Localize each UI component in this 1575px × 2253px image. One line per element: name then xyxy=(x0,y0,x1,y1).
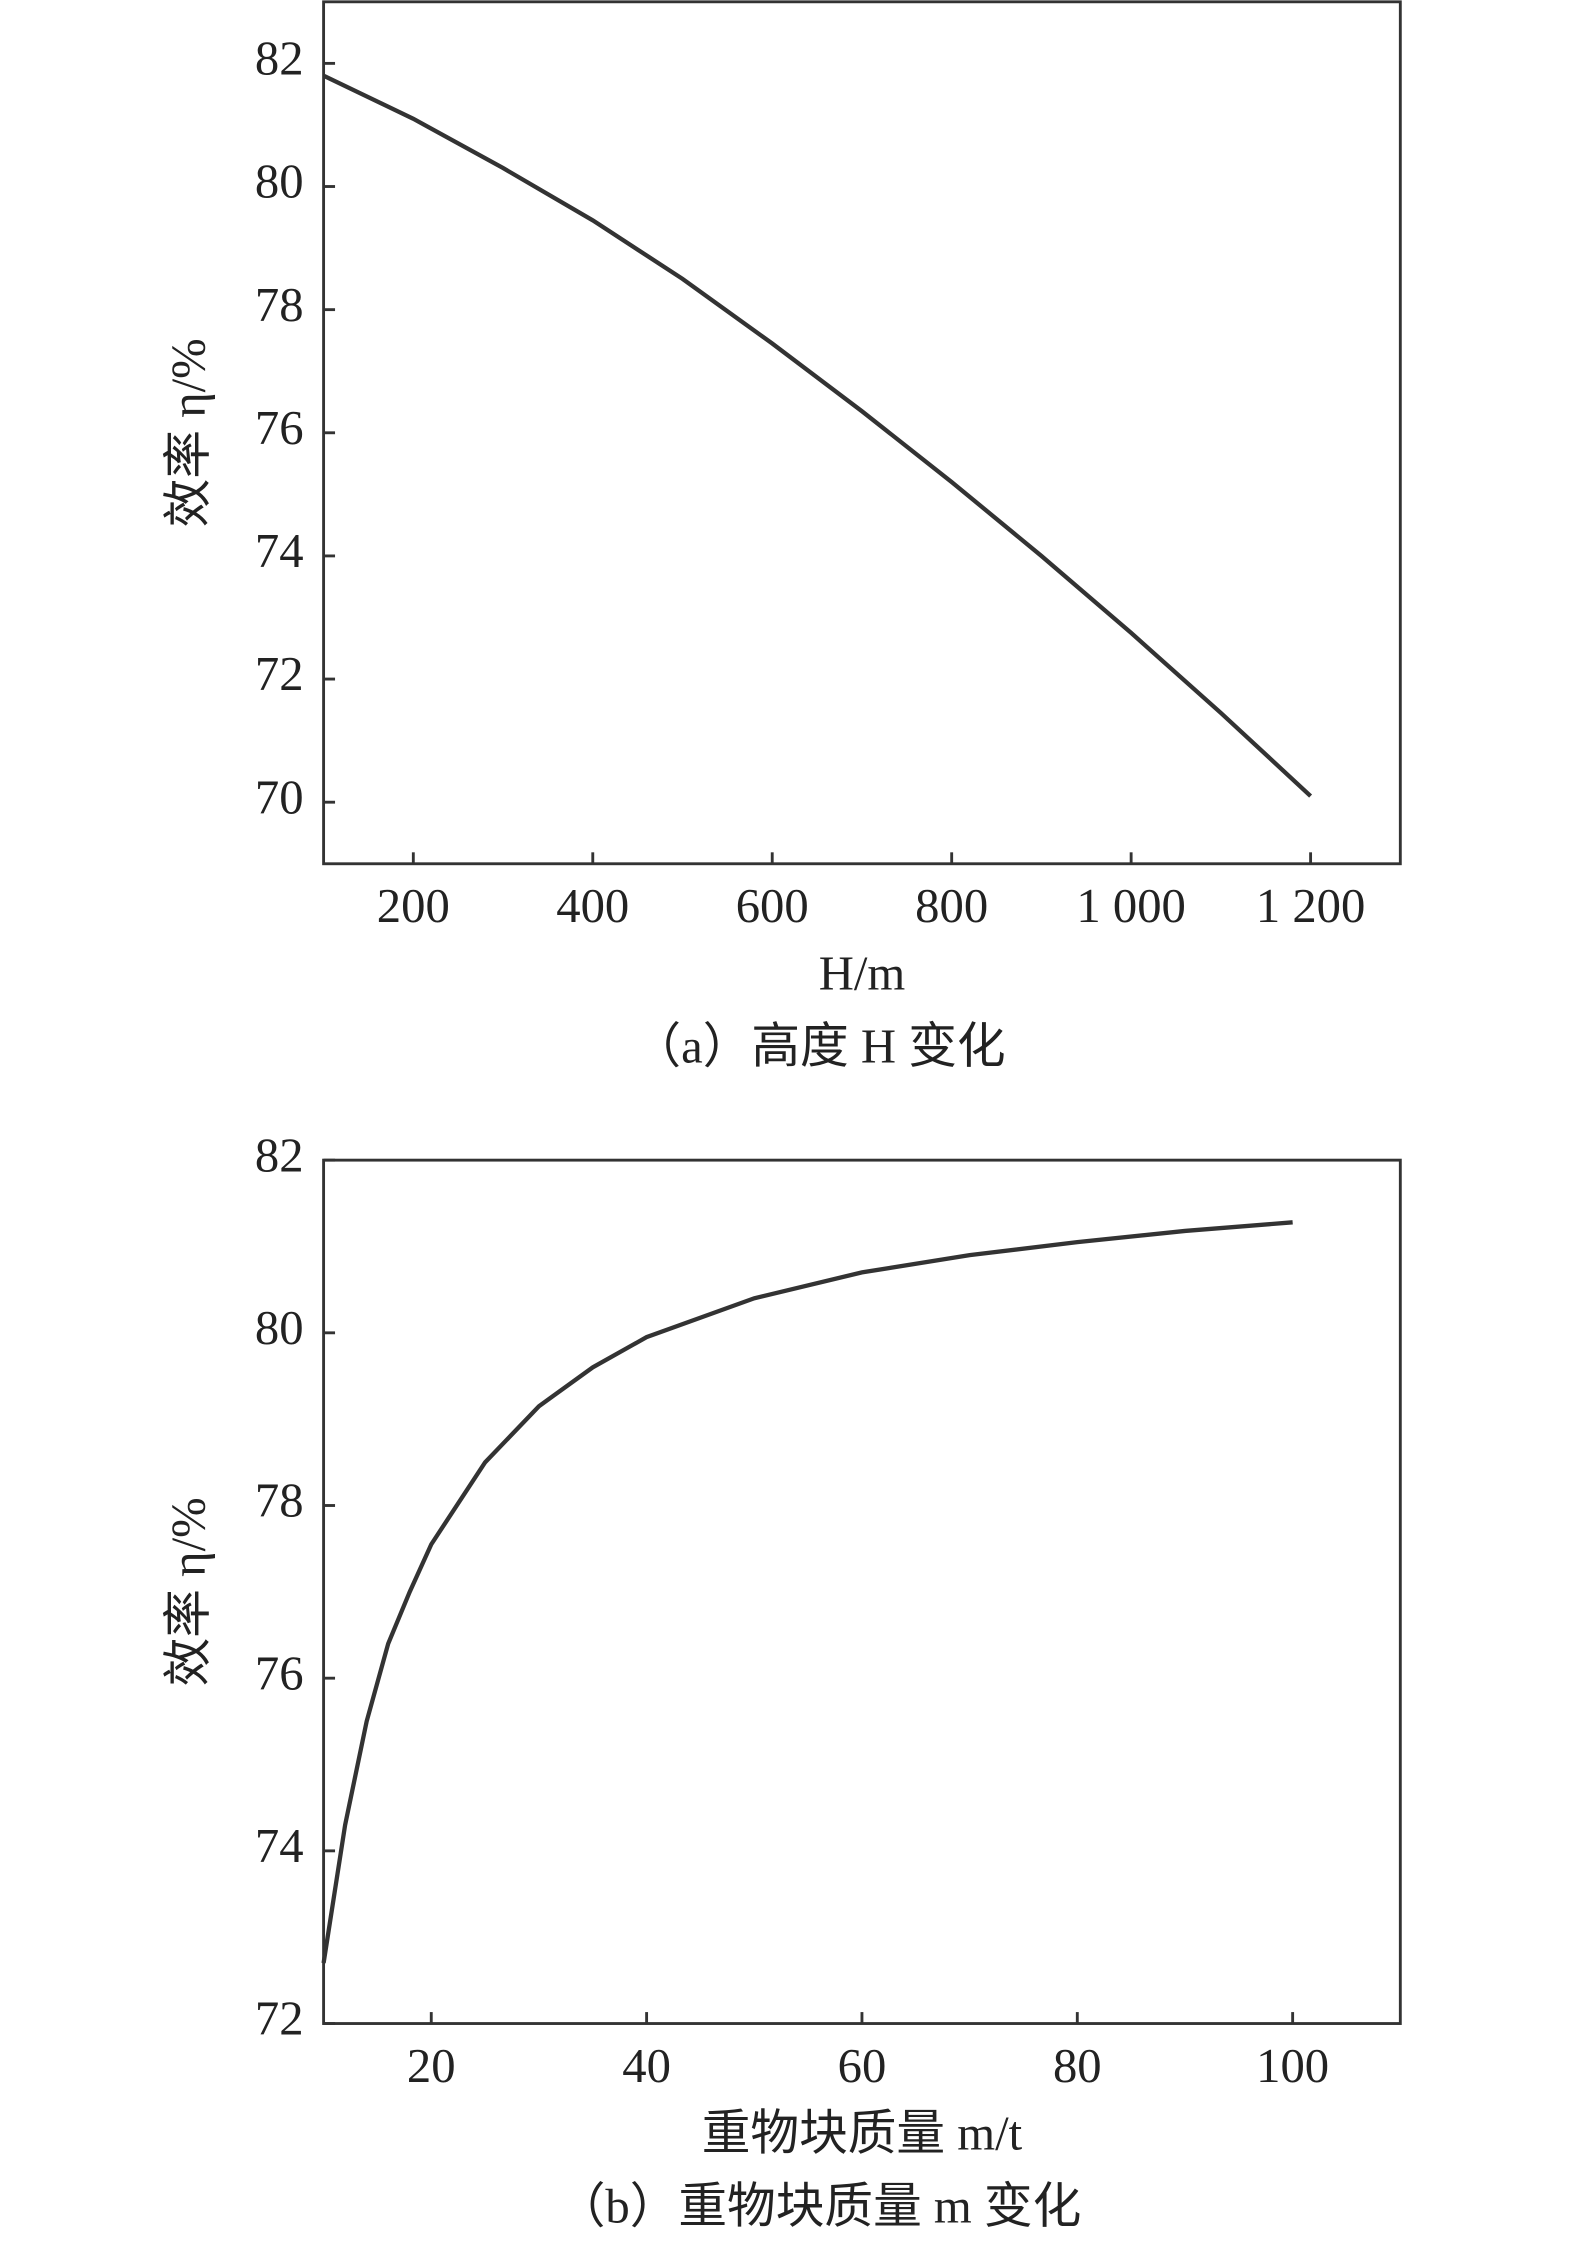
caption: （b）重物块质量 m 变化 xyxy=(557,2179,1082,2233)
plot-frame xyxy=(322,0,1402,866)
x-tick-label: 1 000 xyxy=(1076,879,1186,933)
y-tick-label: 74 xyxy=(255,1819,304,1873)
x-tick-label: 1 200 xyxy=(1256,879,1366,933)
x-tick-label: 20 xyxy=(407,2039,456,2093)
x-tick-label: 60 xyxy=(838,2039,887,2093)
x-tick-label: 400 xyxy=(556,879,629,933)
y-tick-label: 80 xyxy=(255,1301,304,1355)
y-tick-label: 76 xyxy=(255,401,304,455)
y-tick-label: 78 xyxy=(255,278,304,332)
x-tick-label: 200 xyxy=(377,879,450,933)
data-line xyxy=(321,1220,1293,1964)
x-tick-label: 80 xyxy=(1053,2039,1102,2093)
x-tick-label: 600 xyxy=(736,879,809,933)
caption: （a）高度 H 变化 xyxy=(632,1020,1005,1074)
y-tick-label: 76 xyxy=(255,1646,304,1700)
y-tick-label: 78 xyxy=(255,1474,304,1528)
x-tick-label: 800 xyxy=(915,879,988,933)
y-tick-label: 74 xyxy=(255,524,304,578)
x-tick-label: 40 xyxy=(622,2039,671,2093)
y-tick-label: 82 xyxy=(255,1128,304,1182)
data-line xyxy=(322,73,1313,798)
y-tick-label: 72 xyxy=(255,647,304,701)
y-tick-label: 70 xyxy=(255,770,304,824)
x-tick-label: 100 xyxy=(1256,2039,1329,2093)
x-axis-label: 重物块质量 m/t xyxy=(702,2106,1023,2160)
y-axis-label: 效率 η/% xyxy=(161,1497,215,1686)
x-axis-label: H/m xyxy=(819,946,906,1000)
y-tick-label: 80 xyxy=(255,155,304,209)
y-axis-label: 效率 η/% xyxy=(161,338,215,527)
y-tick-label: 82 xyxy=(255,32,304,86)
y-tick-label: 72 xyxy=(255,1992,304,2046)
plot-frame xyxy=(322,1158,1402,2025)
